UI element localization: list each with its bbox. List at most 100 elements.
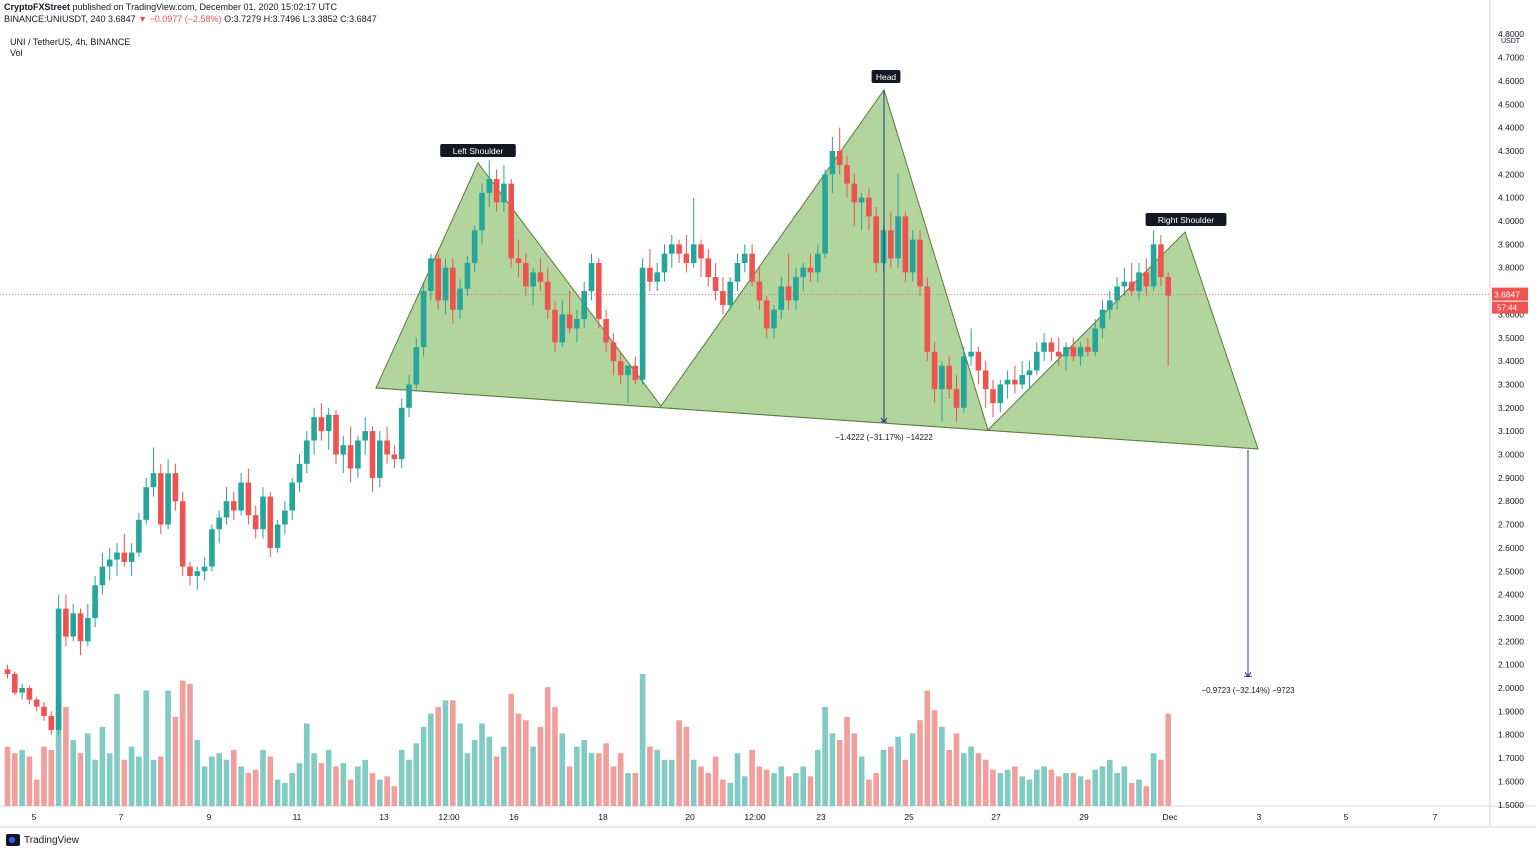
tradingview-brand: TradingView <box>24 834 80 846</box>
candle-body <box>325 414 332 432</box>
candle-body <box>12 673 18 693</box>
volume-bar <box>450 700 456 806</box>
candle-body <box>1055 351 1062 357</box>
candle-body <box>333 414 339 455</box>
volume-bar <box>252 769 259 806</box>
candle-body <box>48 716 55 731</box>
volume-bar <box>471 740 478 806</box>
volume-bar <box>85 733 91 806</box>
volume-bar <box>625 773 631 806</box>
y-tick-label: 2.6000 <box>1498 543 1524 553</box>
candle-body <box>1004 379 1011 385</box>
candle-body <box>201 566 208 572</box>
volume-bar <box>537 726 544 806</box>
candle-body <box>274 524 281 548</box>
candle-body <box>179 501 186 567</box>
volume-bar <box>632 773 639 806</box>
volume-bar <box>304 723 310 806</box>
last-value: 3.6847 <box>108 14 136 24</box>
candle-body <box>172 473 179 502</box>
volume-bar <box>909 733 916 806</box>
y-tick-label: 3.5000 <box>1498 333 1524 343</box>
candle-body <box>1077 347 1084 357</box>
volume-bar <box>1121 766 1128 806</box>
volume-bar <box>1034 769 1040 806</box>
candle-body <box>158 473 164 525</box>
candle-body <box>92 585 98 618</box>
volume-bar <box>763 769 770 806</box>
candle-body <box>683 253 690 264</box>
volume-bar <box>486 736 493 806</box>
volume-bar <box>836 740 843 806</box>
candle-body <box>1019 375 1025 385</box>
x-tick-label: 25 <box>904 812 914 822</box>
tradingview-logo[interactable]: TradingView <box>6 834 79 846</box>
candle-body <box>924 286 931 352</box>
x-tick-label: 23 <box>816 812 826 822</box>
y-tick-label: 4.3000 <box>1498 146 1524 156</box>
candle-body <box>515 258 522 264</box>
volume-bar <box>858 756 865 806</box>
volume-bar <box>1092 769 1098 806</box>
volume-bar <box>435 707 441 806</box>
volume-bar <box>19 749 25 806</box>
y-tick-label: 3.2000 <box>1498 403 1524 413</box>
candle-body <box>975 351 982 371</box>
candle-body <box>1092 328 1098 352</box>
volume-bar <box>924 690 931 806</box>
candle-body <box>77 613 84 642</box>
volume-bar <box>581 740 587 806</box>
volume-bar <box>63 707 69 806</box>
x-tick-label: 7 <box>1433 812 1438 822</box>
symbol: BINANCE:UNIUSDT, 240 <box>4 14 106 24</box>
candle-body <box>194 571 201 576</box>
candle-body <box>70 613 76 637</box>
volume-bar <box>734 753 741 806</box>
volume-bar <box>676 720 682 806</box>
candle-body <box>968 351 974 357</box>
legend-title[interactable]: UNI / TetherUS, 4h, BINANCE <box>10 37 131 47</box>
volume-bar <box>114 693 120 806</box>
volume-bar <box>588 753 595 806</box>
candle-body <box>245 482 252 516</box>
volume-bar <box>1048 769 1055 806</box>
candle-body <box>128 552 135 562</box>
volume-bar <box>1099 766 1106 806</box>
volume-bar <box>464 753 471 806</box>
candle-body <box>216 517 222 530</box>
candle-body <box>501 183 507 203</box>
x-tick-label: Dec <box>1162 812 1178 822</box>
y-tick-label: 3.8000 <box>1498 263 1524 273</box>
x-tick-label: 12:00 <box>744 812 766 822</box>
candle-body <box>41 706 47 717</box>
candle-body <box>676 244 682 254</box>
y-tick-label: 1.7000 <box>1498 753 1524 763</box>
volume-bar <box>369 773 376 806</box>
candle-body <box>917 239 923 287</box>
candle-body <box>961 356 967 408</box>
volume-bar <box>778 766 785 806</box>
candle-body <box>223 501 230 518</box>
candle-body <box>785 286 792 301</box>
candle-body <box>793 277 799 301</box>
volume-bar <box>1070 773 1077 806</box>
y-tick-label: 2.9000 <box>1498 473 1524 483</box>
candle-body <box>596 263 602 320</box>
volume-bar <box>888 746 894 806</box>
x-tick-label: 27 <box>991 812 1001 822</box>
volume-bar <box>552 707 558 806</box>
volume-bar <box>982 759 989 806</box>
legend-volume[interactable]: Vol <box>10 48 23 58</box>
candle-body <box>822 174 828 254</box>
candle-body <box>121 552 128 562</box>
volume-bar <box>1063 773 1069 806</box>
volume-bar <box>1077 776 1084 806</box>
volume-bar <box>873 773 879 806</box>
candle-body <box>85 617 91 642</box>
volume-bar <box>245 773 252 806</box>
candle-body <box>763 300 770 329</box>
volume-bar <box>442 700 449 806</box>
y-tick-label: 4.0000 <box>1498 216 1524 226</box>
x-tick-label: 7 <box>119 812 124 822</box>
